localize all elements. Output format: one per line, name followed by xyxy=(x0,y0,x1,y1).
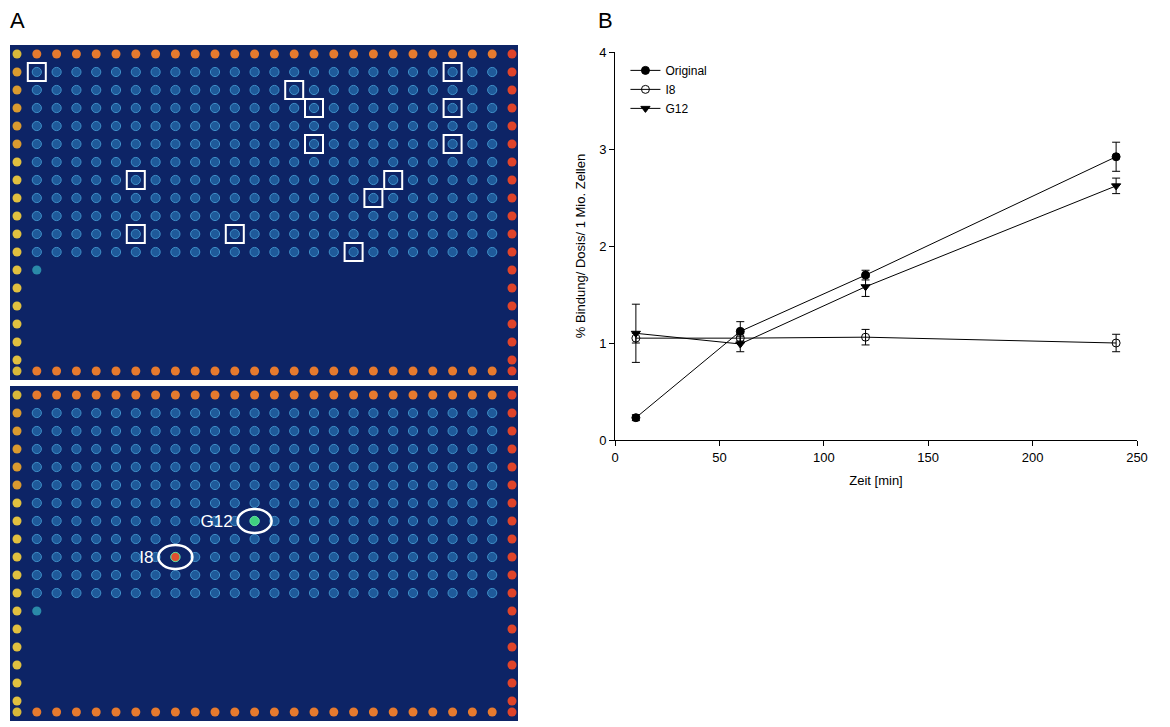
svg-text:250: 250 xyxy=(1126,450,1148,465)
svg-text:0: 0 xyxy=(611,450,618,465)
svg-text:% Bindung/ Dosis/ 1 Mio. Zelle: % Bindung/ Dosis/ 1 Mio. Zellen xyxy=(573,154,588,338)
svg-text:3: 3 xyxy=(599,142,606,157)
html-text:B: B xyxy=(598,8,613,33)
svg-text:100: 100 xyxy=(813,450,835,465)
svg-text:200: 200 xyxy=(1022,450,1044,465)
svg-text:1: 1 xyxy=(599,336,606,351)
svg-text:Zeit [min]: Zeit [min] xyxy=(849,473,902,488)
svg-text:I8: I8 xyxy=(665,83,675,97)
html-text:A: A xyxy=(10,8,25,33)
svg-text:2: 2 xyxy=(599,239,606,254)
svg-text:I8: I8 xyxy=(139,548,153,567)
svg-text:150: 150 xyxy=(917,450,939,465)
svg-text:50: 50 xyxy=(712,450,726,465)
svg-text:G12: G12 xyxy=(665,102,688,116)
svg-text:4: 4 xyxy=(599,45,606,60)
svg-text:G12: G12 xyxy=(200,512,232,531)
svg-text:Original: Original xyxy=(665,64,706,78)
svg-text:0: 0 xyxy=(599,433,606,448)
